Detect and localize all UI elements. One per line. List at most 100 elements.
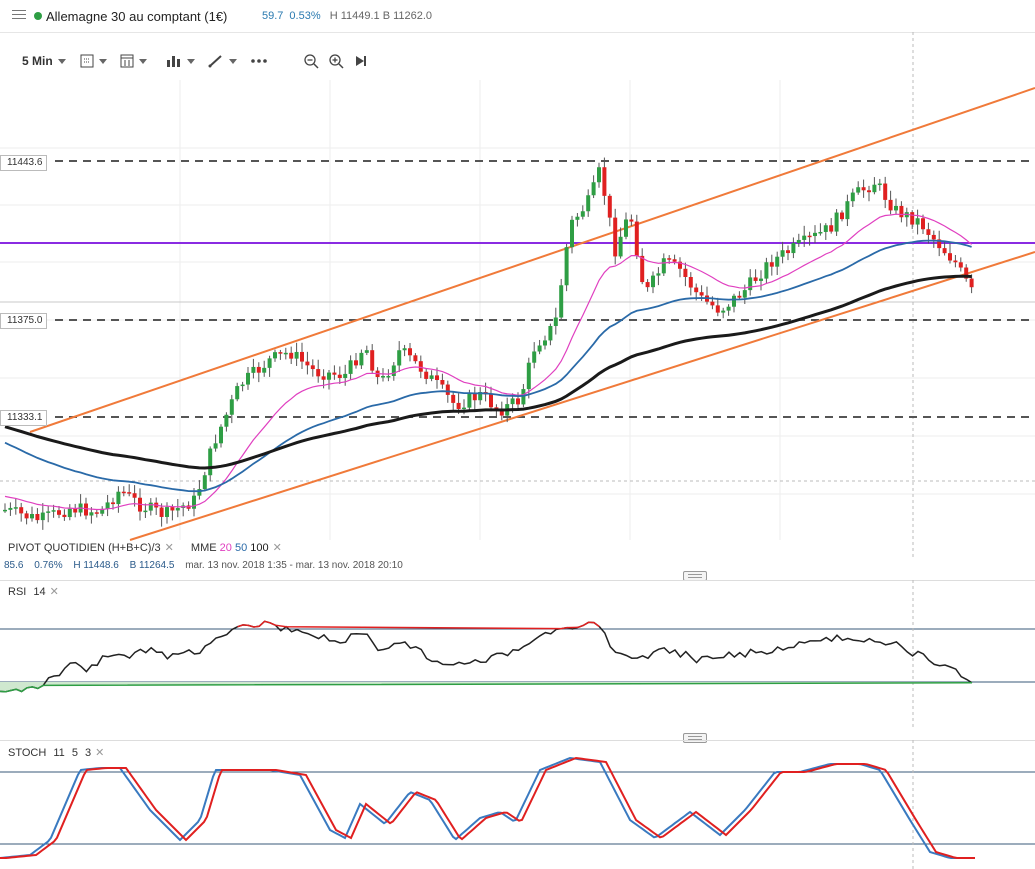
session-change: 85.6	[4, 560, 24, 571]
pivot-name[interactable]: PIVOT	[8, 542, 41, 554]
candle-body	[548, 326, 553, 341]
candle-body	[57, 510, 61, 515]
candle-body	[807, 235, 812, 238]
candle-body	[467, 393, 472, 408]
layout-icon	[120, 54, 134, 68]
quote-change: 59.7	[262, 10, 284, 22]
candle-body	[521, 389, 526, 405]
candle-body	[197, 489, 202, 496]
candle-body	[883, 183, 888, 200]
menu-icon[interactable]	[12, 7, 26, 21]
candle-body	[910, 212, 915, 225]
mme-period-100: 100	[250, 542, 269, 554]
candle-body	[721, 310, 726, 313]
candle-body	[8, 507, 13, 510]
close-icon[interactable]: ✕	[272, 542, 282, 554]
candle-body	[634, 221, 639, 256]
level-tag-lower: 11333.1	[0, 410, 48, 426]
candle-body	[629, 219, 634, 222]
price-chart[interactable]	[0, 0, 1035, 560]
candle-body	[381, 376, 385, 378]
candle-body	[273, 352, 277, 359]
candle-body	[256, 366, 261, 373]
candle-body	[786, 250, 790, 254]
rsi-name[interactable]: RSI	[8, 586, 27, 598]
session-change-pct: 0.76%	[34, 560, 63, 571]
candle-body	[575, 216, 580, 220]
candle-body	[67, 508, 72, 518]
quote-bid: B 11262.0	[382, 10, 433, 22]
candle-body	[413, 355, 418, 362]
candle-body	[235, 386, 240, 400]
stoch-name[interactable]: STOCH	[8, 747, 47, 759]
candle-body	[559, 285, 564, 318]
stochastic-chart[interactable]	[0, 740, 1035, 869]
session-low: B 11264.5	[129, 560, 175, 571]
rsi-chart[interactable]	[0, 580, 1035, 730]
timeframe-select[interactable]: 5 Min	[22, 52, 66, 70]
candle-body	[867, 190, 871, 193]
close-icon[interactable]: ✕	[49, 586, 59, 598]
channel-upper-line[interactable]	[29, 87, 1035, 433]
candle-body	[570, 219, 574, 248]
candle-body	[462, 407, 466, 410]
candle-body	[283, 352, 288, 355]
candle-body	[332, 372, 337, 375]
candle-body	[397, 350, 402, 366]
candle-body	[24, 513, 29, 519]
candle-body	[748, 277, 753, 291]
candle-body	[19, 507, 24, 514]
zoom-out-icon	[304, 54, 319, 69]
candle-body	[337, 374, 342, 378]
pane-resize-handle[interactable]	[683, 733, 707, 743]
candle-body	[699, 292, 704, 296]
more-icon	[251, 59, 267, 63]
candle-body	[386, 376, 391, 378]
level-tag-upper: 11443.6	[0, 155, 48, 171]
instrument-title[interactable]: Allemagne 30 au comptant (1€)	[46, 9, 228, 24]
candle-body	[802, 235, 807, 240]
stoch-legend: STOCH 11 5 3 ✕	[8, 746, 104, 759]
candle-body	[170, 507, 175, 511]
candle-body	[759, 278, 763, 281]
candle-body	[678, 261, 682, 269]
candle-body	[408, 348, 412, 356]
candle-body	[435, 375, 439, 380]
candle-body	[148, 502, 153, 511]
candle-body	[591, 182, 596, 196]
quote-high: H 11449.1	[329, 10, 380, 22]
chart-type-button[interactable]	[80, 52, 107, 70]
candle-body	[246, 372, 250, 385]
candle-body	[251, 366, 256, 373]
candle-body	[732, 295, 736, 307]
more-options-button[interactable]	[250, 52, 268, 70]
candle-body	[915, 218, 920, 225]
pane-divider	[0, 580, 1035, 581]
candle-body	[775, 256, 780, 267]
indicators-button[interactable]	[166, 52, 195, 70]
candle-body	[769, 262, 774, 267]
candle-body	[89, 512, 94, 516]
pane-divider	[0, 740, 1035, 741]
candle-body	[224, 414, 229, 427]
drawing-tools-button[interactable]	[208, 52, 237, 70]
mme-name[interactable]: MME	[190, 542, 217, 554]
candle-body	[73, 508, 78, 513]
candle-body	[688, 277, 693, 288]
scroll-to-end-button[interactable]	[354, 52, 368, 70]
candle-body	[823, 225, 828, 232]
close-icon[interactable]: ✕	[164, 542, 174, 554]
candle-body	[613, 217, 618, 257]
candle-body	[834, 212, 839, 232]
zoom-out-button[interactable]	[303, 52, 319, 70]
candle-body	[132, 493, 137, 498]
candle-body	[62, 514, 67, 518]
session-high: H 11448.6	[73, 560, 119, 571]
layout-button[interactable]	[120, 52, 147, 70]
close-icon[interactable]: ✕	[95, 747, 105, 759]
candle-body	[316, 369, 321, 377]
channel-lower-line[interactable]	[129, 251, 1035, 541]
candle-body	[30, 514, 34, 519]
zoom-in-button[interactable]	[328, 52, 344, 70]
candle-body	[726, 306, 731, 311]
